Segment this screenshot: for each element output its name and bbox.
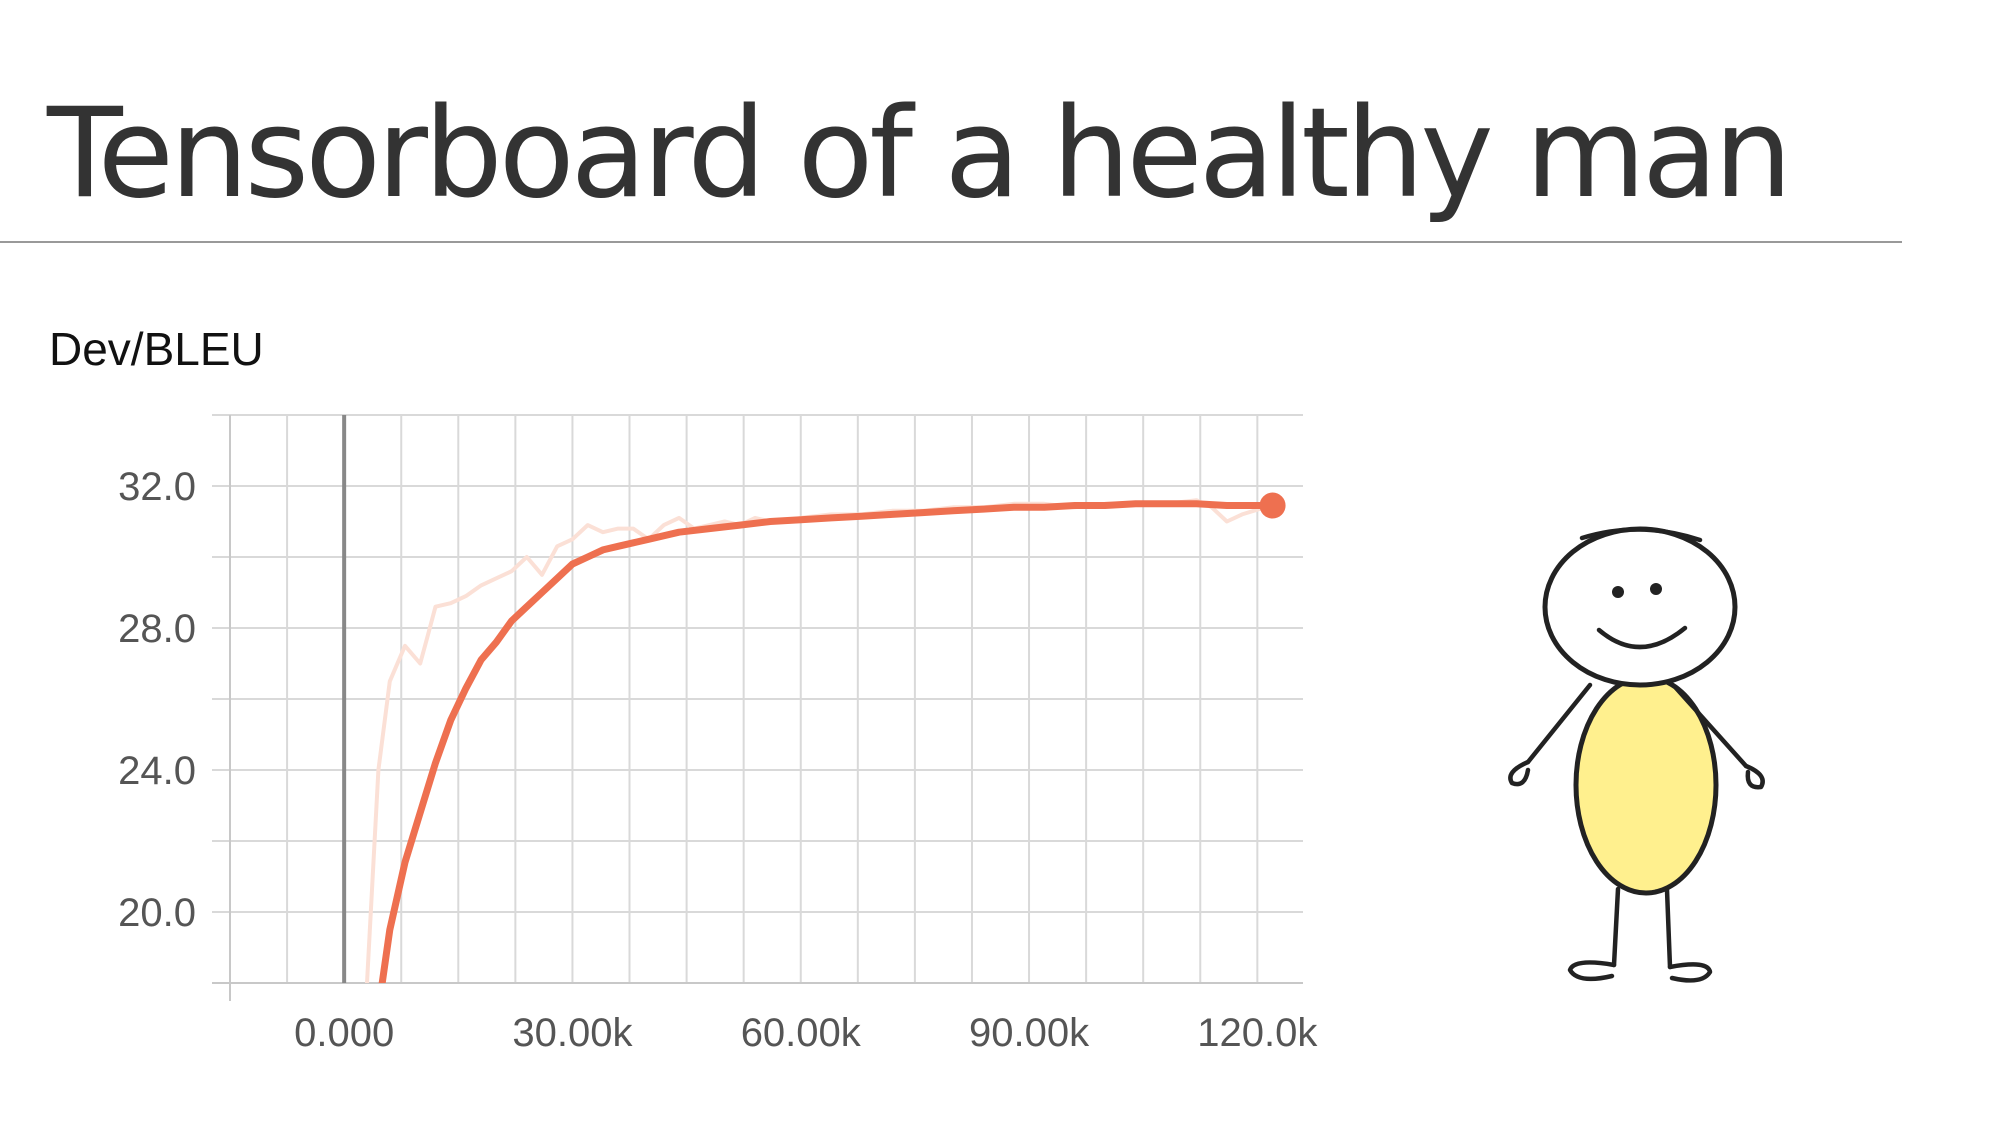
- x-tick-label-2: 60.00k: [741, 1011, 862, 1055]
- series-line-smoothed: [378, 500, 1277, 983]
- figure-right-eye: [1650, 583, 1662, 595]
- series-line-raw: [365, 498, 1267, 983]
- title-divider: [0, 241, 1902, 243]
- figure-left-eye: [1612, 586, 1624, 598]
- figure-smile: [1596, 625, 1688, 650]
- figure-hair-stroke: [1579, 527, 1703, 543]
- figure-right-leg: [1664, 887, 1673, 970]
- chart-grid: [212, 414, 1303, 984]
- chart-series: [365, 492, 1286, 983]
- x-tick-label-1: 30.00k: [512, 1011, 633, 1055]
- figure-right-hand: [1743, 763, 1765, 790]
- figure-right-foot: [1667, 962, 1713, 983]
- slide-title: Tensorboard of a healthy man: [47, 82, 1793, 226]
- x-tick-label-0: 0.000: [294, 1011, 394, 1055]
- y-tick-label-1: 24.0: [118, 749, 196, 793]
- figure-left-leg: [1611, 886, 1621, 968]
- chart-tick-labels: 0.000 30.00k 60.00k 90.00k 120.0k 20.0 24.0 28.…: [118, 465, 1318, 1055]
- series-end-marker: [1259, 492, 1286, 519]
- y-tick-label-3: 32.0: [118, 465, 196, 509]
- figure-left-hand: [1508, 759, 1531, 787]
- chart-title: Dev/BLEU: [49, 323, 264, 375]
- y-tick-label-0: 20.0: [118, 891, 196, 935]
- x-tick-label-3: 90.00k: [969, 1011, 1090, 1055]
- figure-left-foot: [1567, 960, 1617, 982]
- figure-left-arm: [1525, 682, 1593, 765]
- x-tick-label-4: 120.0k: [1197, 1011, 1318, 1055]
- smiling-stick-figure-illustration: [1508, 526, 1765, 983]
- chart-axes: [212, 415, 1303, 1001]
- figure-head: [1542, 526, 1738, 688]
- figure-right-arm: [1673, 685, 1749, 769]
- y-tick-label-2: 28.0: [118, 607, 196, 651]
